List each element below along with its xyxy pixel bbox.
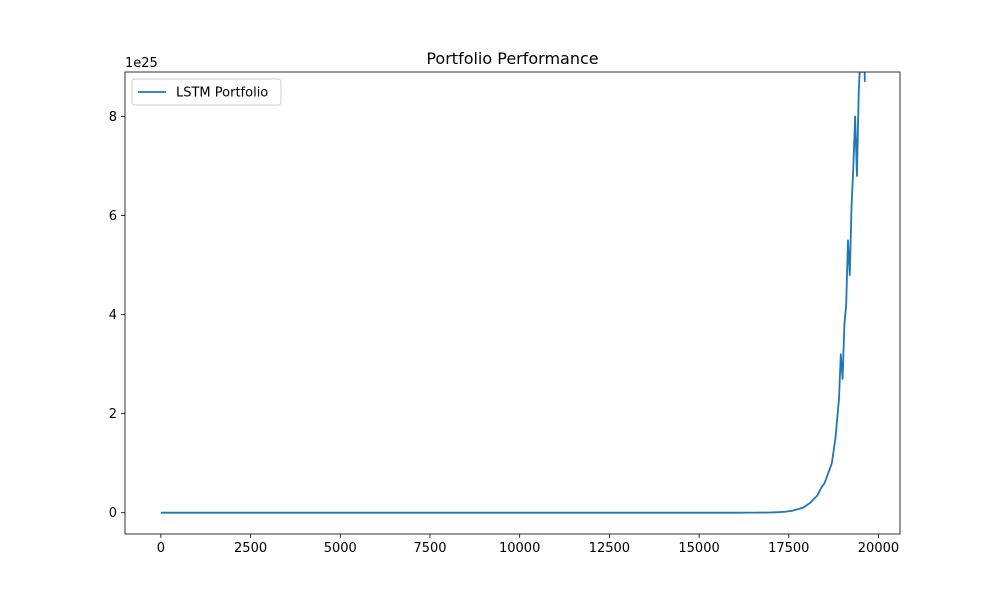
x-tick-label: 0 (157, 541, 165, 556)
y-axis-ticks: 0 2 4 6 8 (109, 110, 125, 521)
x-tick-label: 20000 (858, 541, 899, 556)
plot-frame (124, 71, 901, 535)
y-tick-label: 0 (109, 506, 117, 521)
x-tick-label: 17500 (768, 541, 809, 556)
x-tick-label: 7500 (413, 541, 446, 556)
legend-box (131, 78, 282, 106)
x-tick-label: 15000 (678, 541, 719, 556)
y-axis-offset-label: 1e25 (125, 56, 158, 71)
series-line-lstm-portfolio (160, 72, 866, 514)
x-axis-ticks: 0 2500 5000 7500 10000 12500 15000 17500 20000 (157, 534, 899, 556)
y-tick-label: 4 (109, 308, 117, 323)
y-tick-label: 6 (109, 209, 117, 224)
plot-area (125, 72, 900, 534)
x-tick-label: 10000 (499, 541, 540, 556)
series-group (160, 72, 866, 514)
chart-title: Portfolio Performance (426, 49, 598, 68)
legend: LSTM Portfolio (131, 78, 282, 106)
x-tick-label: 2500 (234, 541, 267, 556)
y-tick-label: 8 (109, 110, 117, 125)
x-tick-label: 5000 (324, 541, 357, 556)
x-tick-label: 12500 (589, 541, 630, 556)
legend-label: LSTM Portfolio (176, 86, 268, 101)
y-tick-label: 2 (109, 407, 117, 422)
